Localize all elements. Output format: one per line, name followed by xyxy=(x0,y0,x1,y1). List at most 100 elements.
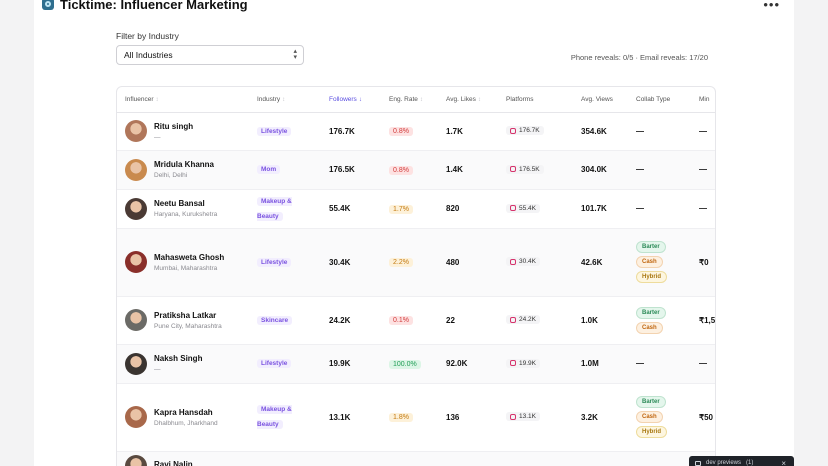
influencer-name: Pratiksha Latkar xyxy=(154,310,217,320)
influencer[interactable]: Ravi Nalin xyxy=(125,455,249,466)
column-header-1[interactable]: Industry ↕ xyxy=(249,87,321,113)
instagram-icon xyxy=(510,127,516,134)
influencer[interactable]: Kapra Hansdah Dhalbhum, Jharkhand xyxy=(125,406,249,428)
avg-views-value: 354.6K xyxy=(573,112,628,151)
close-icon[interactable]: × xyxy=(781,458,786,466)
platforms-cell xyxy=(498,451,573,466)
sort-icon[interactable]: ↕ xyxy=(419,96,423,103)
column-header-label: Eng. Rate xyxy=(389,95,418,103)
industry-badge-wrap: Mom xyxy=(257,162,317,177)
table-row[interactable]: Neetu Bansal Haryana, Kurukshetra Makeup &… xyxy=(117,189,715,229)
min-value: — xyxy=(691,112,715,151)
influencer-cell: Ravi Nalin xyxy=(117,451,249,466)
influencer-name: Naksh Singh xyxy=(154,354,203,363)
collab-badge-hybrid: Hybrid xyxy=(636,426,668,438)
column-header-3[interactable]: Eng. Rate ↕ xyxy=(381,87,438,113)
dev-previews-bar[interactable]: dev previews (1) × xyxy=(689,456,794,466)
eng-rate-cell: 2.2% xyxy=(381,228,438,297)
table-row[interactable]: Ravi Nalin xyxy=(117,451,715,466)
column-header-5[interactable]: Platforms xyxy=(498,87,573,113)
collab-type-cell: — xyxy=(628,112,691,151)
collab-badge-cash: Cash xyxy=(636,256,663,268)
table-row[interactable]: Ritu singh — Lifestyle 176.7K 0.8% 1.7K 176.7K… xyxy=(117,112,715,151)
reveals-counter: Phone reveals: 0/5 · Email reveals: 17/2… xyxy=(570,53,708,62)
influencer[interactable]: Naksh Singh — xyxy=(125,352,249,375)
collab-empty: — xyxy=(636,126,644,136)
sort-icon[interactable]: ↕ xyxy=(477,96,481,103)
table-row[interactable]: Naksh Singh — Lifestyle 19.9K 100.0% 92.0K 19.… xyxy=(117,344,715,384)
avg-likes-value xyxy=(438,451,498,466)
column-header-2[interactable]: Followers ↓ xyxy=(321,87,381,113)
followers-value: 30.4K xyxy=(321,228,381,297)
platform-followers: 176.7K xyxy=(519,127,540,135)
ticktime-logo-icon xyxy=(42,0,54,10)
avg-likes-value: 92.0K xyxy=(438,344,498,384)
avg-views-value xyxy=(573,451,628,466)
platforms-cell: 176.5K xyxy=(498,150,573,190)
table-row[interactable]: Kapra Hansdah Dhalbhum, Jharkhand Makeup &… xyxy=(117,383,715,452)
platform-chip[interactable]: 24.2K xyxy=(506,315,540,325)
influencer-table-card: Influencer ↕ Industry ↕ Followers ↓ Eng. Rate ↕… xyxy=(116,86,716,466)
table-row[interactable]: Pratiksha Latkar Pune City, Maharashtra Sk… xyxy=(117,296,715,345)
influencer-name: Ravi Nalin xyxy=(154,460,193,466)
platform-followers: 30.4K xyxy=(519,258,536,266)
industry-filter-select[interactable]: All Industries ▴ ▾ xyxy=(116,45,304,65)
collab-badge-cash: Cash xyxy=(636,411,663,423)
platform-chip[interactable]: 30.4K xyxy=(506,257,540,267)
min-value: — xyxy=(691,150,715,190)
column-header-7[interactable]: Collab Type xyxy=(628,87,691,113)
more-options-icon[interactable]: ••• xyxy=(763,0,780,12)
avg-likes-value: 136 xyxy=(438,383,498,452)
sort-icon[interactable]: ↕ xyxy=(155,96,159,103)
industry-badge-wrap: Lifestyle xyxy=(257,124,317,139)
column-header-0[interactable]: Influencer ↕ xyxy=(117,87,249,113)
avatar xyxy=(125,158,147,181)
platforms-cell: 19.9K xyxy=(498,344,573,384)
collab-type-cell: — xyxy=(628,344,691,384)
column-header-6[interactable]: Avg. Views xyxy=(573,87,628,113)
column-header-label: Avg. Likes xyxy=(446,95,476,103)
platform-chip[interactable]: 19.9K xyxy=(506,358,540,368)
sort-icon[interactable]: ↓ xyxy=(358,96,362,103)
min-value: ₹1,5 xyxy=(691,296,715,345)
collab-empty: — xyxy=(636,359,644,368)
column-header-4[interactable]: Avg. Likes ↕ xyxy=(438,87,498,113)
eng-rate-badge: 1.7% xyxy=(389,204,413,214)
avg-likes-value: 1.4K xyxy=(438,150,498,190)
platform-chip[interactable]: 13.1K xyxy=(506,412,540,422)
platform-followers: 55.4K xyxy=(519,204,536,212)
industry-cell: Makeup & Beauty xyxy=(249,189,321,229)
followers-value: 13.1K xyxy=(321,383,381,452)
platform-chip[interactable]: 55.4K xyxy=(506,203,540,213)
influencer-location: Pune City, Maharashtra xyxy=(154,322,222,330)
column-header-label: Collab Type xyxy=(636,95,671,103)
column-header-label: Followers xyxy=(329,95,357,103)
platform-chip[interactable]: 176.7K xyxy=(506,126,544,136)
influencer-name: Ritu singh xyxy=(154,121,194,131)
influencer[interactable]: Ritu singh — xyxy=(125,120,249,142)
sort-icon[interactable]: ↕ xyxy=(282,96,286,103)
collab-type-cell xyxy=(628,451,691,466)
instagram-icon xyxy=(510,316,516,323)
avatar xyxy=(125,251,147,273)
table-row[interactable]: Mridula Khanna Delhi, Delhi Mom 176.5K 0.8% 1… xyxy=(117,150,715,190)
collab-badge-cash: Cash xyxy=(636,321,663,334)
influencer[interactable]: Mahasweta Ghosh Mumbai, Maharashtra xyxy=(125,251,249,273)
followers-value: 55.4K xyxy=(321,189,381,229)
eng-rate-cell: 100.0% xyxy=(381,344,438,384)
influencer[interactable]: Pratiksha Latkar Pune City, Maharashtra xyxy=(125,309,249,331)
influencer[interactable]: Mridula Khanna Delhi, Delhi xyxy=(125,158,249,181)
platform-chip[interactable]: 176.5K xyxy=(506,164,544,174)
eng-rate-badge: 0.8% xyxy=(389,127,413,136)
collab-type-cell: Barter Cash Hybrid xyxy=(628,383,691,452)
table-row[interactable]: Mahasweta Ghosh Mumbai, Maharashtra Lifest… xyxy=(117,228,715,297)
industry-badge-wrap: Lifestyle xyxy=(257,356,317,371)
column-header-8[interactable]: Min xyxy=(691,87,715,113)
influencer-table: Influencer ↕ Industry ↕ Followers ↓ Eng. Rate ↕… xyxy=(117,87,715,466)
influencer-location: — xyxy=(154,366,161,373)
followers-value: 176.5K xyxy=(321,150,381,190)
industry-cell: Mom xyxy=(249,150,321,190)
influencer-cell: Ritu singh — xyxy=(117,112,249,151)
dev-previews-label: dev previews xyxy=(706,460,742,466)
influencer[interactable]: Neetu Bansal Haryana, Kurukshetra xyxy=(125,197,249,220)
